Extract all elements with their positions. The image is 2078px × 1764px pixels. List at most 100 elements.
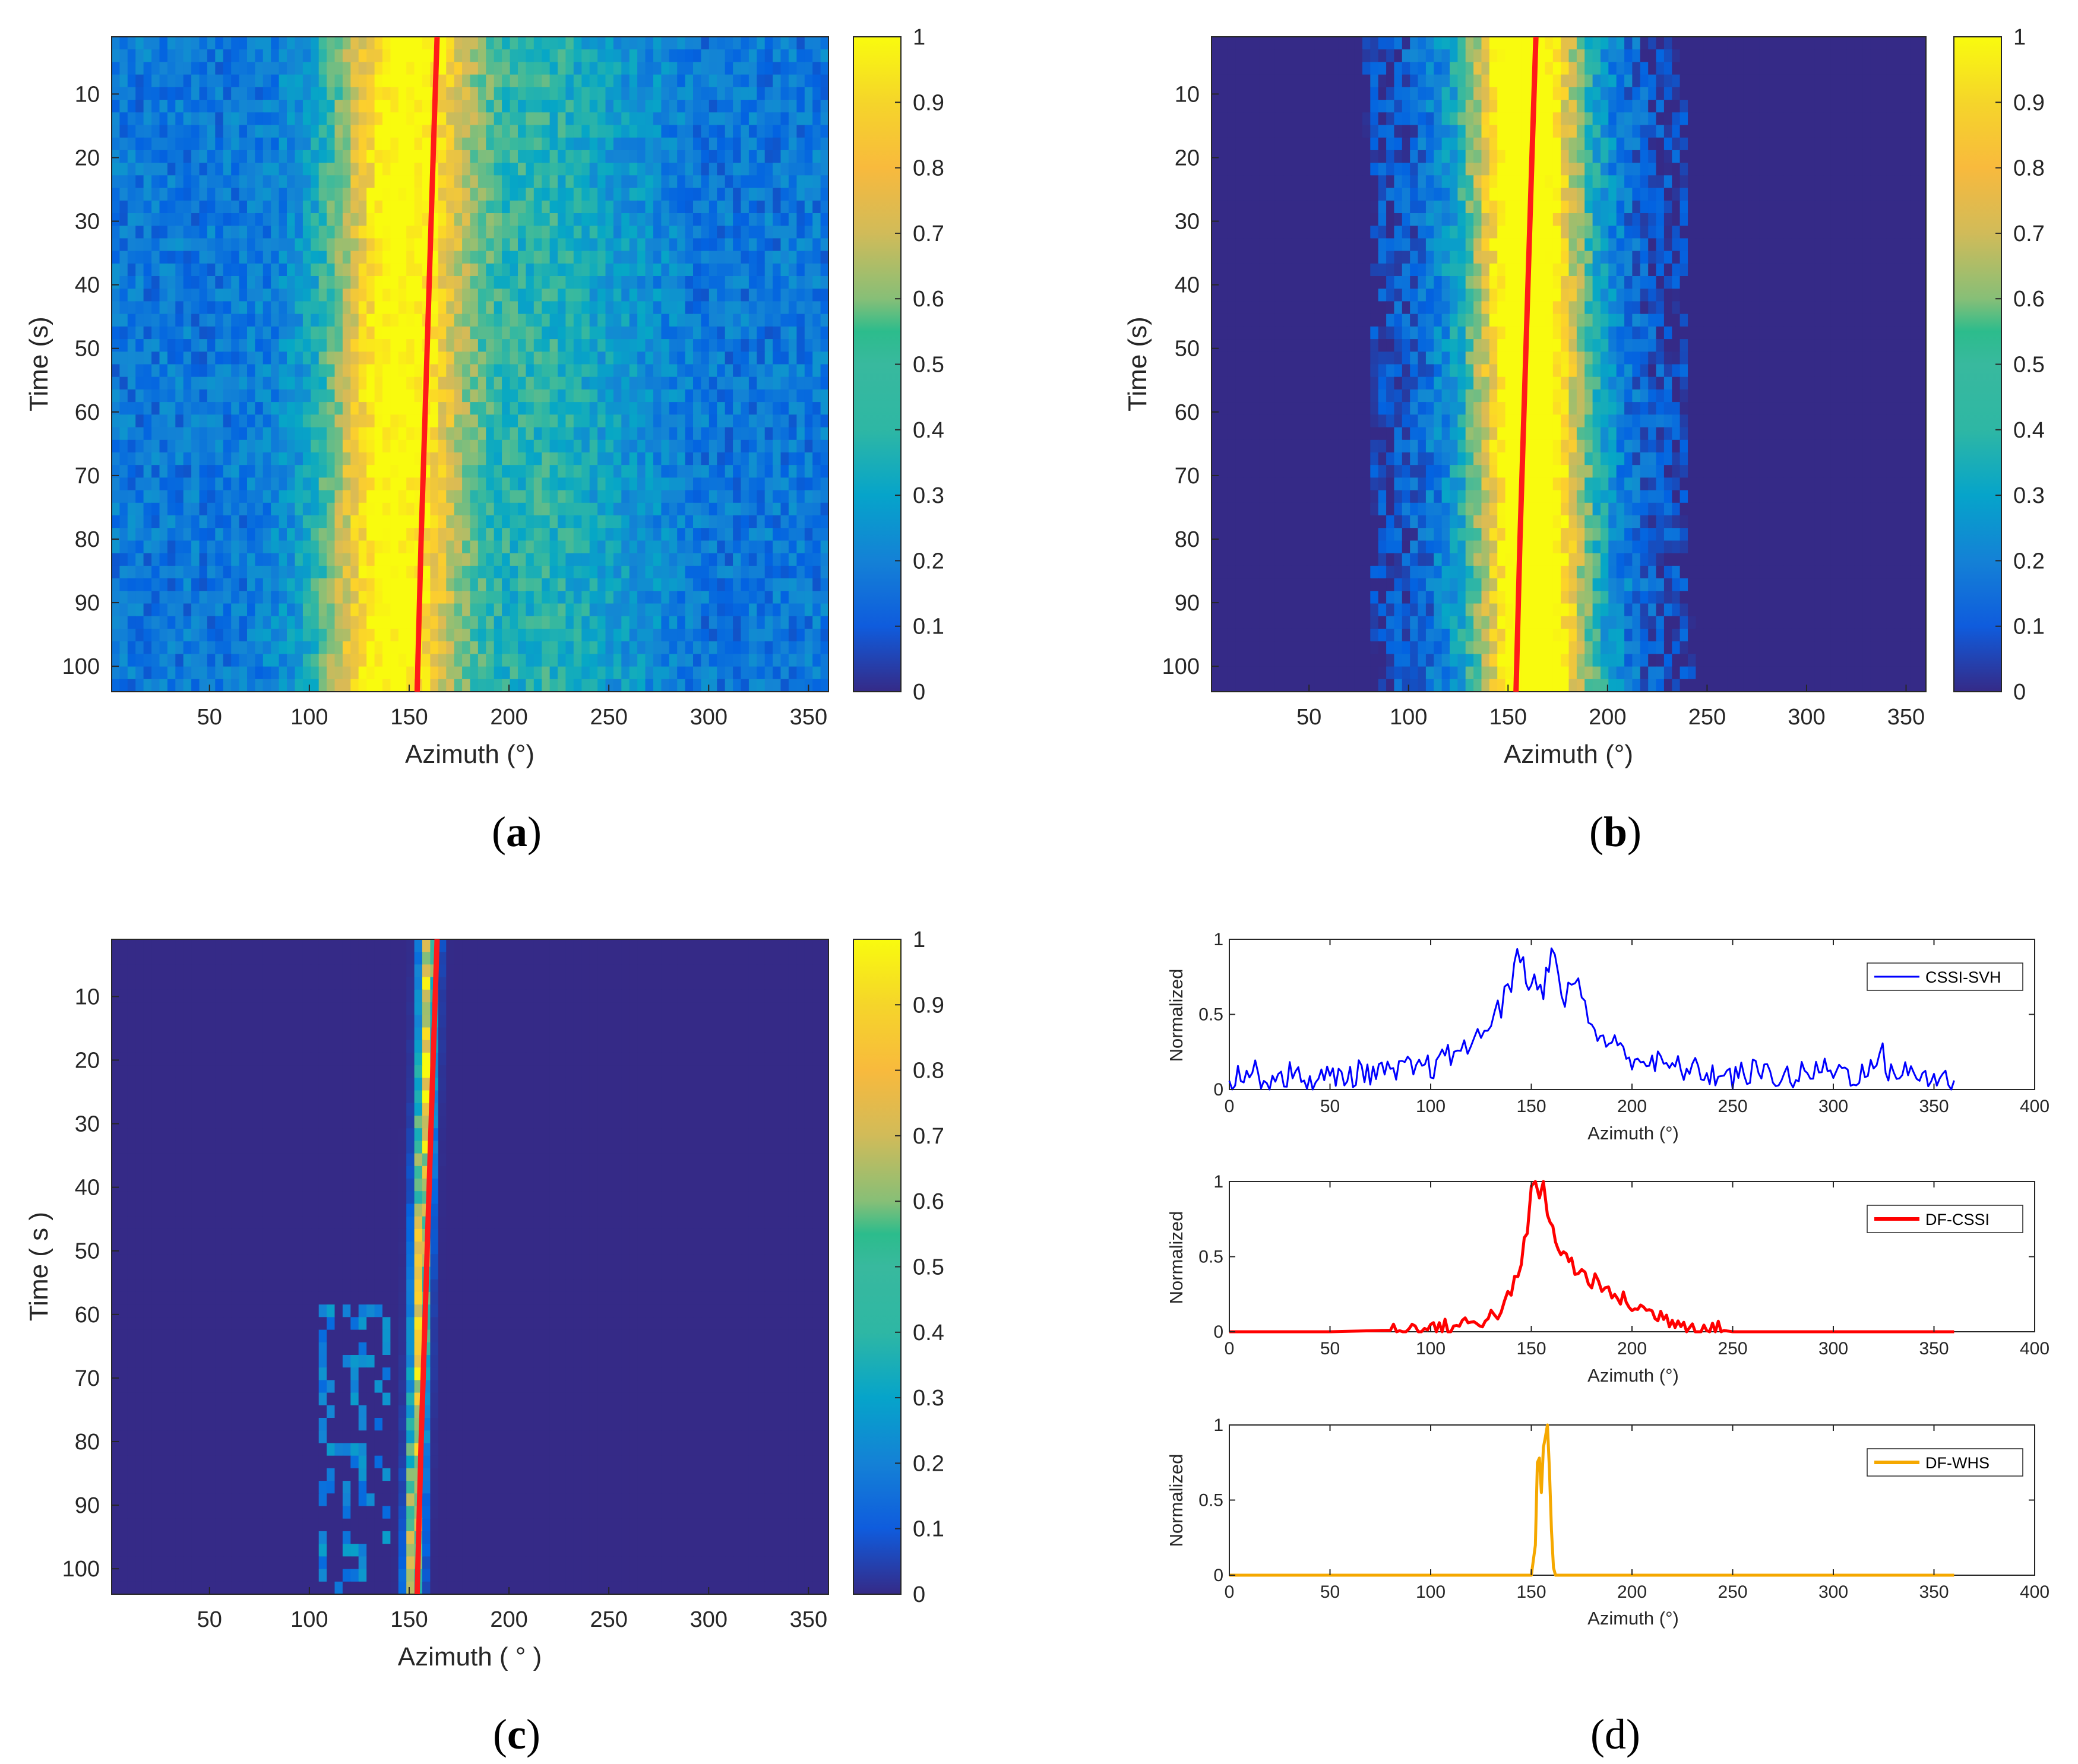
heatmap-cell	[589, 515, 598, 528]
heatmap-cell	[175, 515, 184, 528]
heatmap-cell	[358, 666, 367, 680]
heatmap-cell	[151, 175, 160, 189]
heatmap-cell	[764, 402, 773, 416]
heatmap-cell	[573, 313, 582, 327]
heatmap-cell	[287, 553, 296, 566]
heatmap-cell	[764, 628, 773, 642]
heatmap-cell	[565, 502, 574, 516]
heatmap-cell	[151, 553, 160, 566]
heatmap-cell	[239, 616, 248, 629]
heatmap-cell	[542, 540, 551, 554]
heatmap-cell	[788, 616, 798, 629]
heatmap-cell	[486, 289, 495, 302]
heatmap-cell	[685, 351, 694, 365]
heatmap-cell	[350, 515, 359, 528]
heatmap-cell	[302, 188, 312, 201]
heatmap-cell	[112, 439, 121, 453]
heatmap-cell	[510, 439, 518, 453]
heatmap-cell	[382, 490, 391, 503]
heatmap-cell	[780, 402, 789, 416]
heatmap-cell	[143, 414, 152, 428]
heatmap-cell	[502, 603, 511, 617]
heatmap-cell	[558, 74, 567, 88]
heatmap-cell	[677, 301, 686, 315]
heatmap-cell	[327, 238, 336, 252]
heatmap-cell	[486, 515, 495, 528]
heatmap-cell	[374, 339, 383, 353]
heatmap-cell	[151, 465, 160, 479]
heatmap-cell	[327, 263, 336, 277]
heatmap-cell	[462, 427, 471, 441]
heatmap-cell	[725, 641, 733, 655]
heatmap-cell	[701, 175, 710, 189]
heatmap-cell	[295, 528, 303, 541]
heatmap-cell	[342, 414, 352, 428]
heatmap-cell	[382, 326, 391, 340]
heatmap-cell	[287, 641, 296, 655]
heatmap-cell	[669, 37, 678, 50]
heatmap-cell	[549, 100, 558, 113]
heatmap-cell	[486, 263, 495, 277]
heatmap-cell	[358, 641, 367, 655]
heatmap-cell	[677, 414, 686, 428]
heatmap-cell	[542, 351, 551, 365]
heatmap-cell	[454, 289, 463, 302]
heatmap-cell	[804, 389, 813, 403]
heatmap-cell	[255, 213, 264, 226]
heatmap-cell	[780, 502, 789, 516]
heatmap-cell	[462, 465, 471, 479]
heatmap-cell	[191, 49, 200, 63]
heatmap-cell	[199, 540, 208, 554]
heatmap-cell	[382, 465, 391, 479]
heatmap-cell	[764, 565, 773, 579]
heatmap-cell	[295, 326, 303, 340]
heatmap-cell	[518, 213, 527, 226]
heatmap-cell	[621, 37, 630, 50]
heatmap-cell	[199, 414, 208, 428]
heatmap-cell	[788, 427, 798, 441]
heatmap-cell	[1712, 37, 1720, 50]
heatmap-cell	[470, 515, 479, 528]
heatmap-cell	[549, 313, 558, 327]
heatmap-cell	[629, 565, 638, 579]
heatmap-cell	[653, 427, 662, 441]
heatmap-cell	[390, 188, 399, 201]
heatmap-cell	[262, 100, 271, 113]
heatmap-cell	[565, 616, 574, 629]
heatmap-cell	[279, 402, 287, 416]
heatmap-cell	[342, 465, 352, 479]
heatmap-cell	[342, 452, 352, 465]
heatmap-cell	[191, 175, 200, 189]
heatmap-cell	[661, 389, 670, 403]
heatmap-cell	[143, 175, 152, 189]
heatmap-cell	[558, 49, 567, 63]
heatmap-cell	[358, 553, 367, 566]
heatmap-cell	[119, 528, 128, 541]
heatmap-cell	[438, 100, 447, 113]
heatmap-cell	[542, 515, 551, 528]
heatmap-cell	[764, 49, 773, 63]
heatmap-cell	[661, 502, 670, 516]
heatmap-cell	[1323, 62, 1331, 75]
heatmap-cell	[366, 641, 375, 655]
heatmap-cell	[820, 540, 829, 554]
heatmap-cell	[549, 477, 558, 491]
heatmap-cell	[454, 62, 463, 75]
heatmap-cell	[533, 452, 542, 465]
heatmap-cell	[143, 654, 152, 667]
heatmap-cell	[748, 175, 758, 189]
heatmap-cell	[757, 137, 766, 151]
heatmap-cell	[510, 376, 518, 390]
heatmap-cell	[215, 389, 224, 403]
heatmap-cell	[542, 301, 551, 315]
colorbar-tick-label: 0	[913, 680, 925, 705]
heatmap-cell	[486, 37, 495, 50]
heatmap-cell	[796, 376, 805, 390]
heatmap-cell	[510, 389, 518, 403]
heatmap-cell	[318, 339, 327, 353]
heatmap-cell	[637, 364, 646, 378]
heatmap-cell	[629, 137, 638, 151]
heatmap-cell	[327, 502, 336, 516]
heatmap-cell	[764, 163, 773, 176]
